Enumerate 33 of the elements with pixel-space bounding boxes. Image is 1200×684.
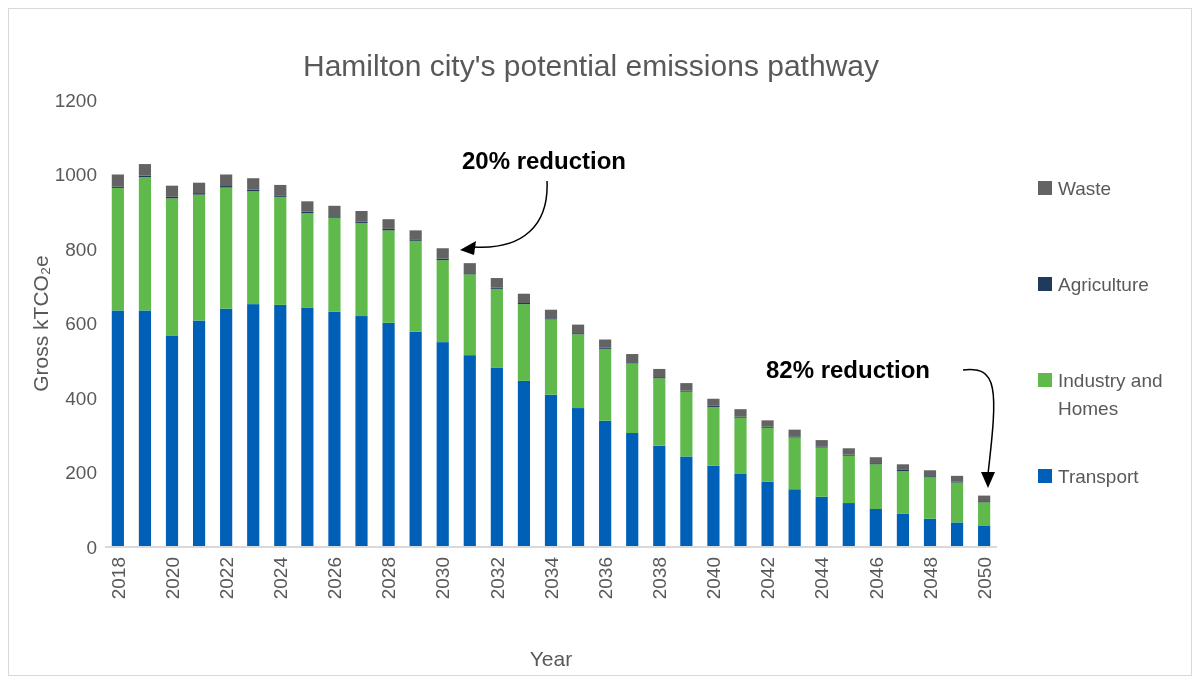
x-tick-label: 2026 xyxy=(324,557,346,600)
x-tick-label: 2028 xyxy=(378,557,400,600)
y-tick-label: 200 xyxy=(65,462,97,484)
y-tick-label: 1200 xyxy=(54,89,97,111)
y-tick-label: 1000 xyxy=(54,164,97,186)
x-tick-label: 2022 xyxy=(215,557,237,600)
y-tick-label: 800 xyxy=(65,238,97,260)
x-tick-label: 2032 xyxy=(486,557,508,600)
x-tick-label: 2020 xyxy=(161,557,183,600)
x-tick-label: 2024 xyxy=(269,556,291,600)
chart-title: Hamilton city's potential emissions pathway xyxy=(303,49,879,82)
x-tick-label: 2038 xyxy=(648,557,670,600)
y-tick-label: 400 xyxy=(65,387,97,409)
annotation: 20% reduction xyxy=(461,147,627,174)
x-tick-label: 2046 xyxy=(865,557,887,600)
x-tick-label: 2040 xyxy=(703,557,725,600)
x-axis-title: Year xyxy=(529,647,573,670)
x-tick-label: 2044 xyxy=(811,556,833,600)
annotation: 82% reduction xyxy=(765,356,931,383)
legend-label: Agriculture xyxy=(1058,273,1149,295)
legend-label: Industry and Homes xyxy=(1058,369,1163,419)
x-tick-label: 2036 xyxy=(594,557,616,600)
y-axis-title: Gross kTCO₂e xyxy=(29,255,52,392)
x-tick-label: 2042 xyxy=(757,557,779,600)
x-tick-label: 2050 xyxy=(973,557,995,600)
x-tick-label: 2034 xyxy=(540,556,562,600)
x-tick-label: 2048 xyxy=(919,557,941,600)
x-tick-label: 2018 xyxy=(107,557,129,600)
legend-label: Waste xyxy=(1058,177,1112,199)
legend-label: Transport xyxy=(1058,465,1140,487)
x-tick-label: 2030 xyxy=(432,557,454,600)
y-tick-label: 0 xyxy=(86,536,97,558)
y-tick-label: 600 xyxy=(65,313,97,335)
